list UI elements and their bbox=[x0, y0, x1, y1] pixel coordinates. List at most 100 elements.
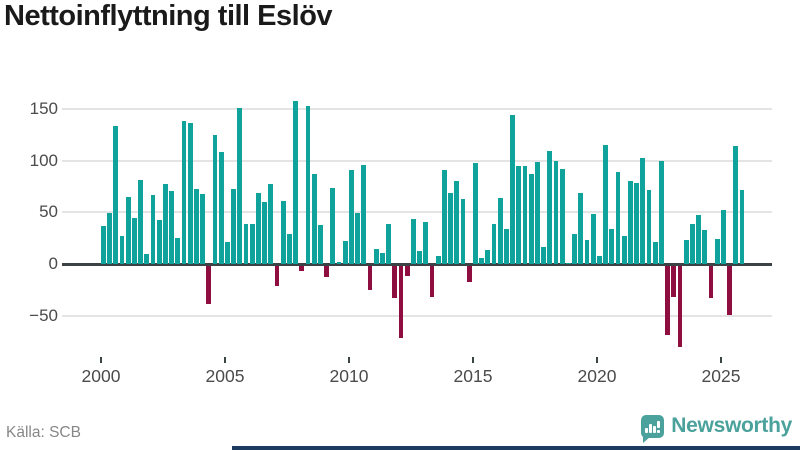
x-axis-tick-label: 2010 bbox=[329, 366, 369, 386]
bar bbox=[107, 213, 112, 264]
bar bbox=[578, 192, 584, 264]
x-axis-tick-label: 2015 bbox=[453, 366, 493, 386]
bar bbox=[225, 242, 230, 264]
bar bbox=[318, 224, 323, 264]
y-axis-tick-label: −50 bbox=[29, 305, 58, 325]
bar bbox=[163, 184, 168, 264]
newsworthy-icon bbox=[641, 414, 665, 443]
bar bbox=[361, 164, 367, 264]
bar bbox=[101, 225, 106, 264]
bar bbox=[194, 188, 199, 264]
bar bbox=[256, 192, 261, 264]
bar bbox=[324, 265, 329, 277]
bar bbox=[516, 165, 522, 264]
bar bbox=[696, 215, 701, 264]
bar bbox=[119, 236, 125, 264]
bar bbox=[665, 265, 670, 335]
bar bbox=[597, 255, 602, 264]
bar bbox=[200, 193, 205, 264]
bar bbox=[621, 236, 627, 264]
bar bbox=[392, 265, 398, 298]
bar bbox=[293, 100, 298, 264]
bar bbox=[287, 234, 292, 264]
x-axis-tick-label: 2005 bbox=[205, 366, 245, 386]
bar bbox=[299, 265, 305, 271]
bar bbox=[237, 107, 243, 264]
bar bbox=[367, 265, 373, 291]
bar bbox=[417, 250, 422, 264]
y-axis-tick-label: 150 bbox=[29, 99, 58, 118]
bar bbox=[206, 265, 212, 304]
bar bbox=[721, 210, 726, 264]
bar bbox=[615, 172, 621, 264]
bar bbox=[262, 202, 267, 264]
bar bbox=[739, 189, 745, 264]
bar bbox=[609, 228, 615, 264]
logo-exclamation-dot-icon bbox=[657, 429, 661, 433]
bar bbox=[280, 200, 286, 264]
gridline bbox=[62, 159, 772, 162]
bar bbox=[497, 197, 503, 264]
bar bbox=[683, 240, 689, 264]
bar bbox=[187, 123, 193, 264]
bar bbox=[702, 229, 708, 264]
bar bbox=[491, 223, 497, 264]
bar bbox=[714, 239, 720, 264]
bar bbox=[652, 242, 658, 264]
bar bbox=[559, 168, 565, 264]
x-axis-tick-label: 2025 bbox=[701, 366, 741, 386]
logo-bar-icon bbox=[653, 425, 657, 433]
bar bbox=[175, 238, 181, 264]
bar bbox=[733, 146, 739, 264]
bar bbox=[398, 265, 404, 338]
bar bbox=[349, 169, 354, 264]
bar bbox=[646, 189, 652, 264]
bar bbox=[132, 217, 137, 264]
bar bbox=[342, 241, 348, 264]
bar bbox=[510, 115, 515, 264]
newsworthy-wordmark: Newsworthy bbox=[671, 414, 792, 437]
x-axis-tick bbox=[472, 357, 474, 363]
bar bbox=[373, 248, 379, 264]
bar bbox=[466, 265, 472, 283]
bar bbox=[479, 257, 484, 264]
x-axis-tick bbox=[100, 357, 102, 363]
bar bbox=[454, 181, 460, 264]
logo-bar-icon bbox=[645, 427, 649, 433]
bar bbox=[485, 249, 491, 264]
x-axis-tick bbox=[720, 357, 722, 363]
bar bbox=[138, 180, 143, 264]
bar bbox=[442, 169, 447, 264]
bar bbox=[156, 219, 162, 264]
bar bbox=[628, 181, 633, 264]
bar bbox=[411, 218, 416, 264]
bar bbox=[541, 247, 546, 264]
footer-accent-bar bbox=[232, 446, 800, 450]
x-axis-tick bbox=[348, 357, 350, 363]
bar bbox=[113, 125, 119, 264]
logo-bar-icon bbox=[649, 423, 653, 433]
bar bbox=[305, 105, 311, 264]
bar bbox=[330, 187, 336, 264]
bar bbox=[169, 190, 174, 264]
logo-exclamation-icon bbox=[657, 420, 661, 428]
bar bbox=[380, 252, 385, 264]
chart-title: Nettoinflyttning till Eslöv bbox=[4, 0, 333, 32]
bar bbox=[690, 223, 695, 264]
bar bbox=[590, 214, 596, 264]
bar bbox=[640, 157, 646, 264]
x-axis-tick bbox=[224, 357, 226, 363]
bar bbox=[528, 174, 534, 264]
bar bbox=[522, 165, 528, 264]
bar bbox=[243, 223, 249, 264]
bar bbox=[274, 265, 280, 287]
gridline bbox=[62, 314, 772, 317]
bar bbox=[423, 221, 429, 264]
x-axis-tick bbox=[596, 357, 598, 363]
bar bbox=[150, 194, 156, 264]
y-axis-tick-label: 50 bbox=[39, 202, 58, 222]
y-axis-tick-label: 0 bbox=[48, 254, 58, 273]
bar bbox=[218, 152, 224, 264]
bar bbox=[584, 240, 590, 264]
